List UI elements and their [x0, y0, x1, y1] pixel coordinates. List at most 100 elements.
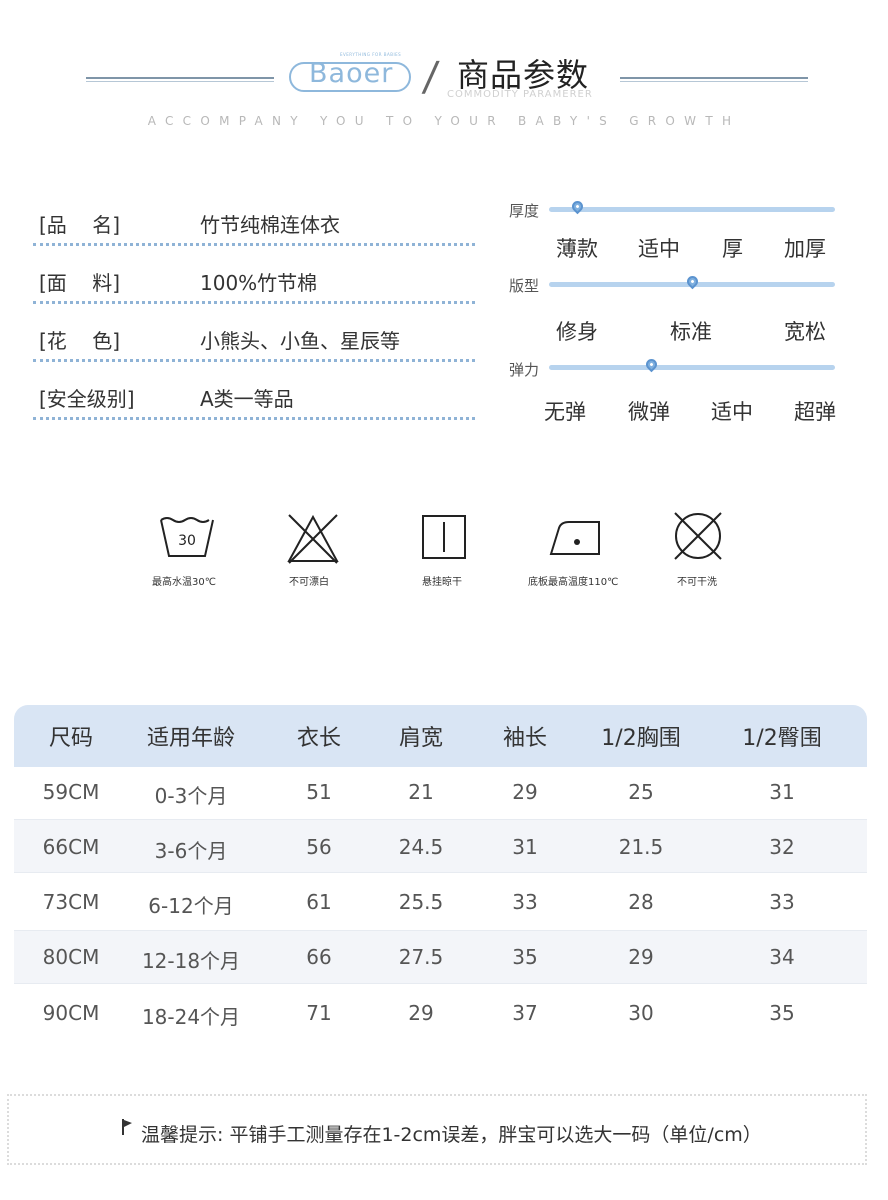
table-row-divider: [14, 872, 867, 873]
table-header-cell: 衣长: [296, 726, 341, 751]
table-cell: 31: [512, 835, 538, 859]
no-bleach-icon: [287, 514, 339, 564]
table-cell-size: 90CM: [42, 1001, 100, 1025]
table-cell: 56: [306, 835, 332, 859]
table-row-divider: [14, 983, 867, 984]
table-cell: 32: [769, 835, 795, 859]
param-row-name: [品 名] 竹节纯棉连体衣: [33, 207, 475, 247]
table-row-stripe: [14, 931, 867, 983]
slider-option: 微弹: [628, 400, 670, 424]
slider-label-thickness: 厚度: [509, 202, 540, 220]
table-cell-size: 73CM: [42, 890, 100, 914]
table-cell: 27.5: [398, 945, 444, 969]
table-cell: 33: [769, 890, 795, 914]
table-cell: 24.5: [398, 835, 444, 859]
slider-label-elasticity: 弹力: [509, 361, 540, 379]
slider-option: 无弹: [544, 400, 586, 424]
table-row-divider: [14, 819, 867, 820]
param-value: 小熊头、小鱼、星辰等: [200, 329, 400, 353]
table-cell: 25: [628, 780, 654, 804]
no-dry-clean-icon: [674, 512, 722, 560]
table-header-cell: 袖长: [502, 726, 547, 751]
param-value: 竹节纯棉连体衣: [200, 213, 340, 237]
table-header-background: [14, 705, 867, 767]
table-cell-age: 12-18个月: [141, 949, 241, 973]
table-header-cell: 肩宽: [398, 726, 443, 751]
flag-icon: [122, 1119, 132, 1135]
table-cell: 29: [628, 945, 654, 969]
table-cell: 34: [769, 945, 795, 969]
dotted-divider: [33, 417, 475, 420]
table-cell-size: 66CM: [42, 835, 100, 859]
table-cell: 29: [408, 1001, 434, 1025]
slider-option: 适中: [638, 237, 680, 261]
slider-option: 标准: [670, 320, 712, 344]
table-cell: 33: [512, 890, 538, 914]
param-label: [面 料]: [39, 271, 121, 295]
param-label: [花 色]: [39, 329, 121, 353]
brand-tagline: ACCOMPANY YOU TO YOUR BABY'S GROWTH: [147, 114, 741, 128]
table-cell: 29: [512, 780, 538, 804]
table-cell: 51: [306, 780, 332, 804]
table-header-cell: 1/2臀围: [742, 726, 822, 751]
param-row-fabric: [面 料] 100%竹节棉: [33, 265, 475, 305]
slider-option: 薄款: [556, 237, 598, 261]
table-row-stripe: [14, 820, 867, 872]
slider-track-elasticity: [549, 365, 835, 370]
dotted-divider: [33, 243, 475, 246]
table-cell-size: 59CM: [42, 780, 100, 804]
table-cell: 25.5: [398, 890, 444, 914]
page-title-english: COMMODITY PARAMERER: [447, 89, 593, 100]
footer-note: 温馨提示: 平铺手工测量存在1-2cm误差，胖宝可以选大一码（单位/cm）: [141, 1124, 762, 1146]
table-cell: 37: [512, 1001, 538, 1025]
param-value: A类一等品: [200, 387, 294, 411]
param-row-pattern: [花 色] 小熊头、小鱼、星辰等: [33, 323, 475, 363]
table-cell: 28: [628, 890, 654, 914]
brand-logo-text: Baoer: [309, 58, 394, 89]
table-cell: 35: [512, 945, 538, 969]
hang-dry-icon: [422, 515, 466, 559]
iron-icon: [549, 521, 600, 555]
care-label-dryclean: 不可干洗: [677, 577, 717, 588]
table-cell-age: 3-6个月: [154, 839, 228, 863]
table-cell: 61: [306, 890, 332, 914]
param-row-safety: [安全级别] A类一等品: [33, 381, 475, 421]
table-cell: 35: [769, 1001, 795, 1025]
table-cell-age: 0-3个月: [154, 784, 228, 808]
header-line-left: [86, 77, 274, 79]
header-line-right: [620, 77, 808, 79]
table-row-divider: [14, 930, 867, 931]
table-cell: 21.5: [618, 835, 664, 859]
table-header-cell: 尺码: [48, 726, 93, 751]
slider-track-thickness: [549, 207, 835, 212]
care-label-bleach: 不可漂白: [289, 577, 329, 588]
param-label: [品 名]: [39, 213, 121, 237]
slider-option: 修身: [556, 320, 598, 344]
table-cell-age: 18-24个月: [141, 1005, 241, 1029]
wash-30-icon: 30: [160, 517, 214, 557]
table-cell: 21: [408, 780, 434, 804]
table-cell: 71: [306, 1001, 332, 1025]
slider-option: 厚: [722, 237, 743, 261]
care-label-wash: 最高水温30℃: [152, 577, 216, 588]
slider-option: 加厚: [784, 237, 826, 261]
table-header-cell: 1/2胸围: [601, 726, 681, 751]
table-cell-size: 80CM: [42, 945, 100, 969]
param-label: [安全级别]: [39, 387, 135, 411]
brand-logo-tagline: EVERYTHING FOR BABIES: [340, 52, 402, 57]
brand-logo: [289, 62, 411, 92]
page-title: 商品参数: [457, 56, 590, 94]
wash-temp-number: 30: [178, 533, 196, 549]
footer-note-box: [7, 1094, 867, 1165]
care-label-iron: 底板最高温度110℃: [528, 577, 619, 588]
header-line-right-shadow: [620, 81, 808, 82]
param-value: 100%竹节棉: [200, 271, 318, 295]
dotted-divider: [33, 359, 475, 362]
care-label-dry: 悬挂晾干: [422, 577, 462, 588]
table-cell-age: 6-12个月: [148, 894, 234, 918]
dotted-divider: [33, 301, 475, 304]
slider-option: 宽松: [784, 320, 826, 344]
table-cell: 66: [306, 945, 332, 969]
title-separator: /: [420, 54, 441, 100]
table-header-cell: 适用年龄: [146, 726, 235, 751]
